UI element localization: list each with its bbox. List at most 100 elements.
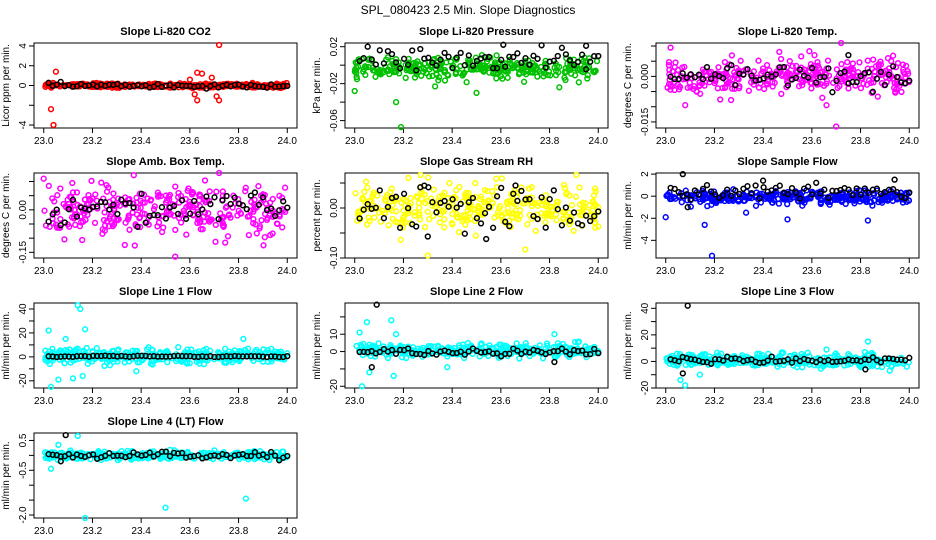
data-point xyxy=(411,209,418,216)
x-tick-label: 23.6 xyxy=(802,396,822,407)
data-point xyxy=(728,61,735,69)
outlier-point xyxy=(40,175,47,182)
y-axis-label: percent per min. xyxy=(312,179,323,251)
data-point xyxy=(137,204,144,211)
data-point xyxy=(134,352,141,359)
data-point xyxy=(703,181,711,189)
data-point xyxy=(449,221,456,228)
data-point xyxy=(857,72,864,80)
data-point xyxy=(746,194,753,202)
data-point xyxy=(576,184,583,191)
data-point xyxy=(49,211,56,218)
x-tick-label: 23.2 xyxy=(394,396,414,407)
data-point xyxy=(242,188,249,195)
data-point xyxy=(824,57,832,64)
data-point xyxy=(455,228,463,236)
data-point xyxy=(472,232,479,239)
data-point xyxy=(93,203,101,210)
x-tick-label: 24.0 xyxy=(900,266,920,277)
data-point xyxy=(727,96,735,104)
outlier-point xyxy=(682,382,689,389)
data-point xyxy=(683,191,690,198)
outlier-point xyxy=(667,44,674,51)
data-point xyxy=(371,214,378,221)
data-point xyxy=(534,202,541,209)
data-point xyxy=(874,93,881,100)
data-point xyxy=(101,222,109,229)
outlier-point xyxy=(79,372,86,380)
data-point xyxy=(561,74,568,81)
data-point xyxy=(546,204,553,211)
data-point xyxy=(147,197,154,204)
plot-frame xyxy=(33,302,298,389)
data-point xyxy=(461,230,468,237)
data-point xyxy=(436,219,444,226)
data-point xyxy=(110,190,117,197)
x-tick-label: 23.0 xyxy=(345,266,365,277)
outlier-point xyxy=(845,51,852,59)
data-point xyxy=(501,60,509,67)
data-point xyxy=(41,207,48,214)
data-point xyxy=(380,60,388,67)
outlier-point xyxy=(551,358,558,366)
data-point xyxy=(516,69,523,76)
data-point xyxy=(508,214,516,221)
data-point xyxy=(174,210,182,218)
data-point xyxy=(721,58,729,66)
panel-1: Slope Li-820 CO2 23.0 23.2 23.4 23.6 23.8 24.0… xyxy=(1,26,298,147)
data-point xyxy=(375,340,382,347)
data-point xyxy=(542,64,549,71)
data-point xyxy=(542,219,549,226)
data-point xyxy=(172,226,179,234)
data-point xyxy=(364,43,371,50)
outlier-point xyxy=(759,177,767,184)
panel-title: Slope Line 2 Flow xyxy=(430,286,523,298)
data-point xyxy=(758,70,765,77)
x-tick-label: 23.0 xyxy=(656,396,676,407)
data-point xyxy=(504,74,511,81)
data-point xyxy=(550,347,557,355)
data-point xyxy=(393,65,400,72)
data-point xyxy=(591,185,599,192)
data-point xyxy=(74,345,81,352)
x-tick-label: 23.4 xyxy=(753,266,773,277)
data-point xyxy=(784,82,792,89)
data-point xyxy=(247,192,255,199)
data-point xyxy=(223,451,230,459)
outlier-point xyxy=(363,318,371,326)
data-point xyxy=(73,213,81,220)
x-tick-label: 23.0 xyxy=(656,266,676,277)
y-tick-label: -0.5 xyxy=(18,461,29,479)
data-point xyxy=(566,221,573,228)
data-point xyxy=(518,344,526,351)
data-point xyxy=(460,70,467,78)
data-point xyxy=(250,206,257,213)
x-tick-label: 23.2 xyxy=(83,396,103,407)
outlier-point xyxy=(242,495,250,502)
panel-2: Slope Li-820 Pressure 23.0 23.2 23.4 23.6 23.… xyxy=(312,26,609,147)
data-point xyxy=(825,194,832,202)
data-point xyxy=(433,62,440,69)
data-point xyxy=(554,52,561,60)
data-point xyxy=(743,353,750,360)
data-point xyxy=(182,215,190,222)
data-point xyxy=(186,202,194,209)
data-point xyxy=(384,354,392,362)
data-point xyxy=(821,73,828,81)
data-point xyxy=(740,71,747,78)
panel-9: Slope Line 3 Flow 23.0 23.2 23.4 23.6 23.8 24.… xyxy=(623,286,920,407)
data-point xyxy=(178,82,186,89)
x-tick-label: 23.2 xyxy=(705,136,725,147)
data-point xyxy=(582,212,590,219)
data-point xyxy=(514,197,521,205)
data-point xyxy=(384,47,392,55)
data-point xyxy=(115,346,122,353)
data-point xyxy=(61,359,68,367)
data-point xyxy=(687,84,694,91)
data-point xyxy=(753,189,760,196)
data-point xyxy=(106,362,114,369)
data-point xyxy=(365,214,372,221)
data-point xyxy=(220,222,227,229)
y-axis-label: ml/min per min. xyxy=(1,441,12,509)
y-tick-label: -0.06 xyxy=(329,109,340,132)
